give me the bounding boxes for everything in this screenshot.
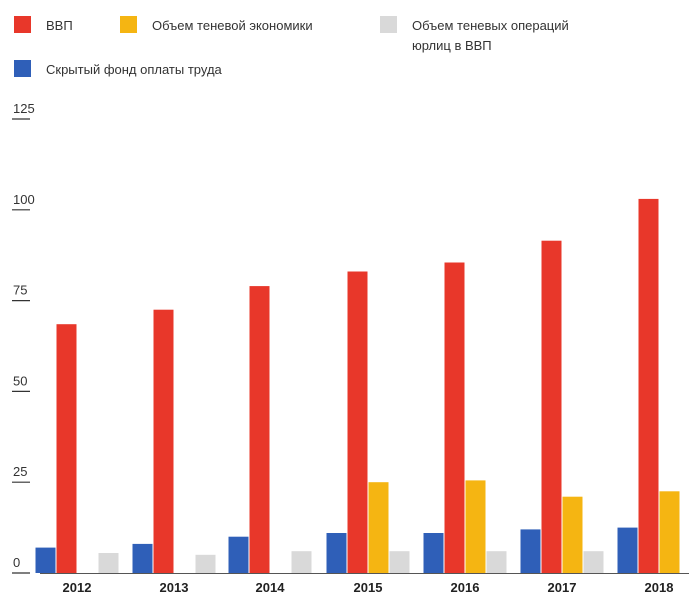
x-tick-label: 2014 bbox=[256, 580, 286, 595]
bar bbox=[56, 324, 77, 573]
legend-label-gdp: ВВП bbox=[46, 18, 73, 33]
bar bbox=[617, 527, 638, 573]
bar bbox=[228, 536, 249, 573]
legend-label-shadow-operations-line2: юрлиц в ВВП bbox=[412, 38, 492, 53]
bar bbox=[486, 551, 507, 573]
x-tick-label: 2012 bbox=[63, 580, 92, 595]
bar bbox=[132, 543, 153, 573]
bar bbox=[444, 262, 465, 573]
bar bbox=[153, 309, 174, 573]
bar bbox=[98, 553, 119, 573]
y-tick-label: 50 bbox=[13, 373, 27, 388]
bar bbox=[389, 551, 410, 573]
bar bbox=[35, 547, 56, 573]
bar bbox=[195, 554, 216, 573]
bar bbox=[659, 491, 680, 573]
bar bbox=[423, 533, 444, 573]
legend-swatch-shadow-economy bbox=[120, 16, 137, 33]
x-tick-label: 2015 bbox=[354, 580, 383, 595]
legend-label-shadow-operations-line1: Объем теневых операций bbox=[412, 18, 569, 33]
x-tick-label: 2013 bbox=[160, 580, 189, 595]
bar bbox=[347, 271, 368, 573]
y-tick-label: 75 bbox=[13, 283, 27, 298]
legend-label-shadow-economy: Объем теневой экономики bbox=[152, 18, 313, 33]
y-tick-label: 125 bbox=[13, 101, 35, 116]
bar bbox=[638, 198, 659, 573]
legend-swatch-gdp bbox=[14, 16, 31, 33]
x-tick-label: 2018 bbox=[645, 580, 674, 595]
y-tick-label: 100 bbox=[13, 192, 35, 207]
bar bbox=[326, 533, 347, 573]
y-tick-label: 0 bbox=[13, 555, 20, 570]
bar bbox=[583, 551, 604, 573]
bar bbox=[520, 529, 541, 573]
bar bbox=[465, 480, 486, 573]
bar bbox=[249, 286, 270, 573]
y-tick-label: 25 bbox=[13, 464, 27, 479]
x-tick-label: 2017 bbox=[548, 580, 577, 595]
legend-label-hidden-payroll: Скрытый фонд оплаты труда bbox=[46, 62, 222, 77]
legend-swatch-hidden-payroll bbox=[14, 60, 31, 77]
bar bbox=[541, 240, 562, 573]
x-tick-label: 2016 bbox=[451, 580, 480, 595]
bar bbox=[368, 482, 389, 573]
bar bbox=[562, 496, 583, 573]
legend-swatch-shadow-operations bbox=[380, 16, 397, 33]
bar bbox=[291, 551, 312, 573]
